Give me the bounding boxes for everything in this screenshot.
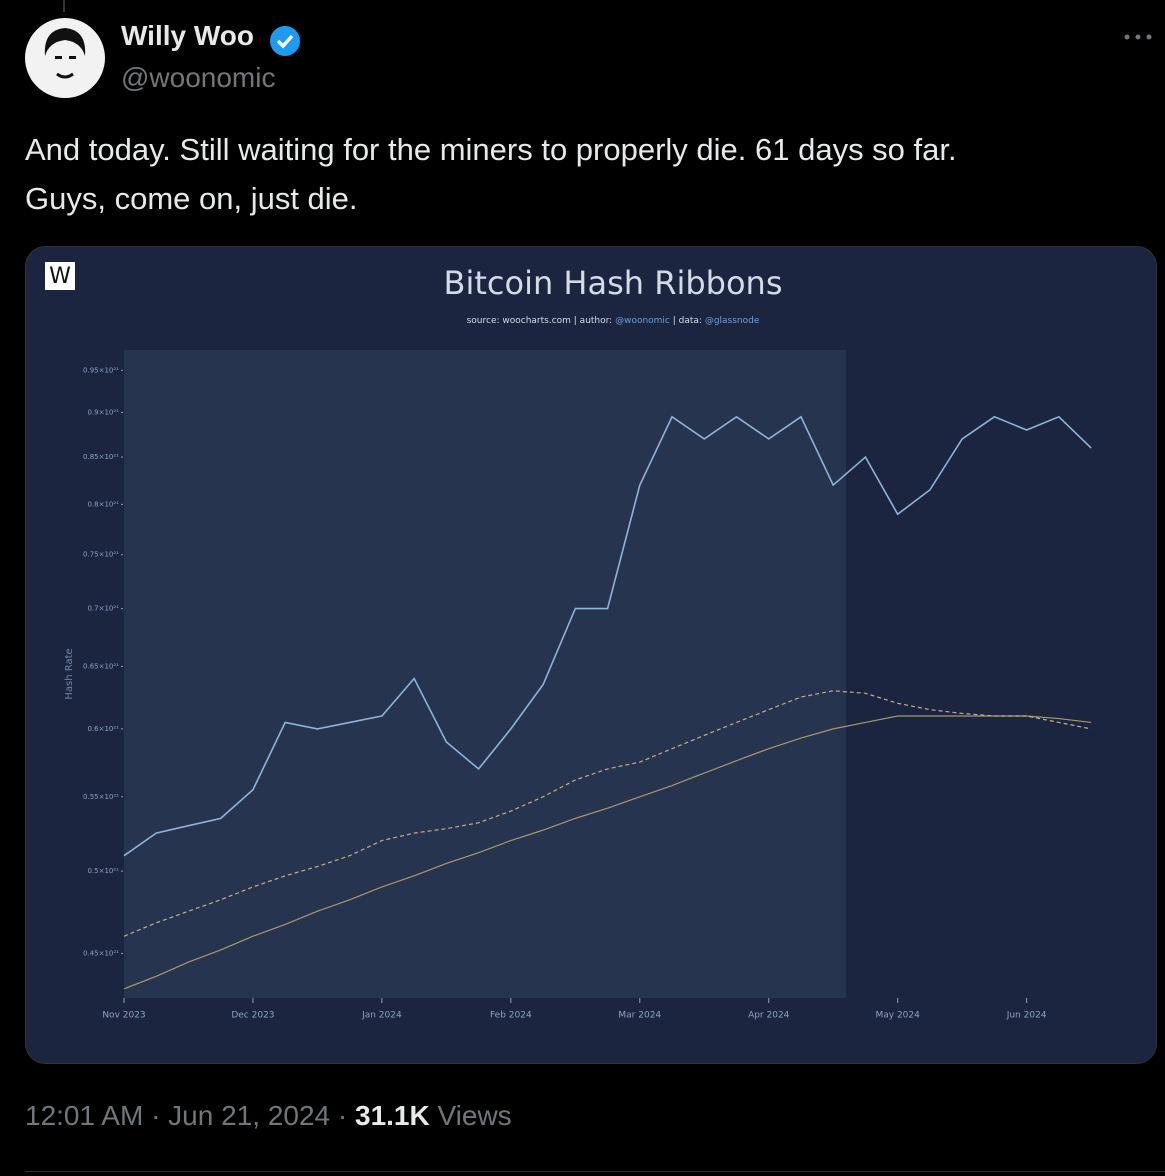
highlight-band xyxy=(124,350,847,998)
chart-source: source: woocharts.com | author: @woonomi… xyxy=(467,316,760,326)
y-tick-label: 0.65×10²¹ xyxy=(83,662,119,670)
logo: W xyxy=(49,264,71,289)
x-tick-label: May 2024 xyxy=(875,1011,920,1021)
x-tick-label: Jan 2024 xyxy=(361,1011,402,1021)
thread-line xyxy=(63,0,65,12)
y-tick-label: 0.9×10²¹ xyxy=(87,408,119,416)
verified-badge xyxy=(270,26,300,56)
tweet-text: Guys, come on, just die. xyxy=(25,181,358,216)
chart[interactable]: W Bitcoin Hash Ribbons source: woocharts… xyxy=(25,246,1157,1064)
y-tick-label: 0.55×10²¹ xyxy=(83,793,119,801)
x-tick-label: Dec 2023 xyxy=(231,1011,274,1021)
tweet-text: And today. Still waiting for the miners … xyxy=(25,132,957,167)
y-tick-label: 0.8×10²¹ xyxy=(87,500,119,508)
author-handle[interactable]: @woonomic xyxy=(121,62,276,93)
chart-title: Bitcoin Hash Ribbons xyxy=(444,264,783,302)
series-line xyxy=(123,690,1092,937)
logo-box xyxy=(45,262,75,290)
y-tick-label: 0.95×10²¹ xyxy=(83,366,119,374)
tweet-meta: 12:01 AM · Jun 21, 2024 · 31.1K Views xyxy=(25,1100,512,1132)
divider xyxy=(25,1171,1165,1172)
y-tick-label: 0.5×10²¹ xyxy=(87,867,119,875)
author-name[interactable]: Willy Woo xyxy=(121,20,254,51)
series-line xyxy=(123,415,1092,857)
source-part: source: xyxy=(467,316,503,326)
avatar[interactable] xyxy=(25,18,105,98)
x-tick-label: Jun 2024 xyxy=(1006,1011,1047,1021)
timestamp[interactable]: 12:01 AM · Jun 21, 2024 · xyxy=(25,1100,348,1131)
more-menu[interactable] xyxy=(1122,32,1154,42)
x-tick-label: Mar 2024 xyxy=(618,1011,661,1021)
x-tick-label: Feb 2024 xyxy=(490,1011,532,1021)
y-tick-label: 0.75×10²¹ xyxy=(83,551,119,559)
series-line xyxy=(123,715,1092,990)
views-label: Views xyxy=(437,1100,512,1131)
y-tick-label: 0.6×10²¹ xyxy=(87,725,119,733)
source-part: @glassnode xyxy=(705,316,760,326)
y-tick-label: 0.85×10²¹ xyxy=(83,453,119,461)
x-tick-label: Apr 2024 xyxy=(748,1011,790,1021)
source-part: | author: xyxy=(571,316,615,326)
y-tick-label: 0.45×10²¹ xyxy=(83,949,119,957)
source-part: | data: xyxy=(670,316,705,326)
y-axis-label: Hash Rate xyxy=(64,648,75,699)
y-tick-label: 0.7×10²¹ xyxy=(87,605,119,613)
x-tick-label: Nov 2023 xyxy=(102,1011,145,1021)
source-part: woocharts.com xyxy=(502,316,571,326)
source-part: @woonomic xyxy=(615,316,670,326)
views-count: 31.1K xyxy=(355,1100,430,1131)
